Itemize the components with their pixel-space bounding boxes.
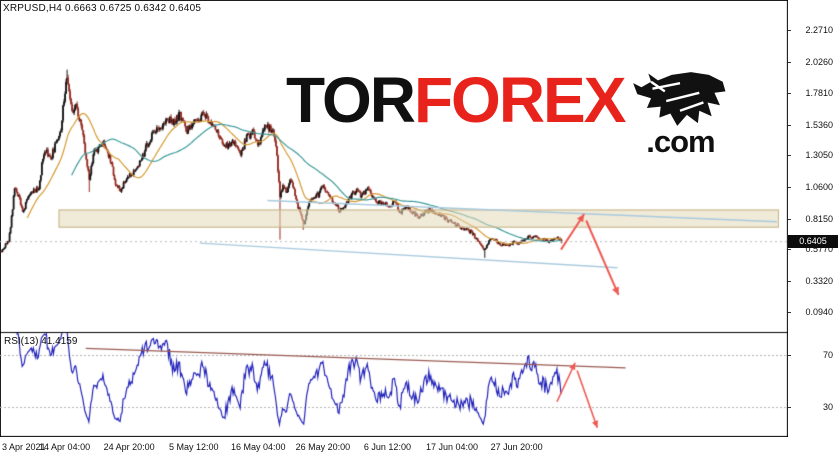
rsi-level-label: 30 — [788, 402, 838, 412]
time-axis-label: 3 Apr 2021 — [2, 442, 46, 452]
time-axis-label: 6 Jun 12:00 — [363, 442, 411, 452]
time-axis-label: 14 Apr 04:00 — [39, 442, 91, 452]
symbol-ohlc-label: XRPUSD,H4 0.6663 0.6725 0.6342 0.6405 — [3, 3, 202, 14]
price-axis-label: 0.5770 — [788, 244, 838, 254]
price-axis-label: 1.7810 — [788, 88, 838, 98]
price-axis-label: 1.5360 — [788, 120, 838, 130]
time-axis-label: 5 May 12:00 — [168, 442, 219, 452]
price-axis[interactable]: 2.2710 2.0260 1.7810 1.5360 1.3050 1.0600 0.81… — [788, 0, 838, 437]
price-axis-label: 0.0940 — [788, 307, 838, 317]
time-axis-label: 17 Jun 04:00 — [425, 442, 479, 452]
price-axis-label: 0.3320 — [788, 276, 838, 286]
price-axis-label: 0.8150 — [788, 214, 838, 224]
time-axis-label: 27 Jun 20:00 — [490, 442, 543, 452]
time-axis[interactable]: 3 Apr 2021 14 Apr 04:00 24 Apr 20:00 5 May … — [0, 437, 838, 458]
candlestick-chart-canvas[interactable] — [0, 0, 788, 437]
time-axis-label: 24 Apr 20:00 — [103, 442, 155, 452]
rsi-indicator-label: RSI(13) 41.4159 — [4, 336, 78, 347]
price-axis-label: 2.0260 — [788, 57, 838, 67]
time-axis-label: 26 May 20:00 — [295, 442, 351, 452]
price-axis-label: 1.3050 — [788, 150, 838, 160]
time-axis-label: 16 May 04:00 — [231, 442, 286, 452]
price-axis-label: 1.0600 — [788, 182, 838, 192]
current-price-badge: 0.6405 — [788, 234, 838, 248]
rsi-level-label: 70 — [788, 350, 838, 360]
price-axis-label: 2.2710 — [788, 25, 838, 35]
